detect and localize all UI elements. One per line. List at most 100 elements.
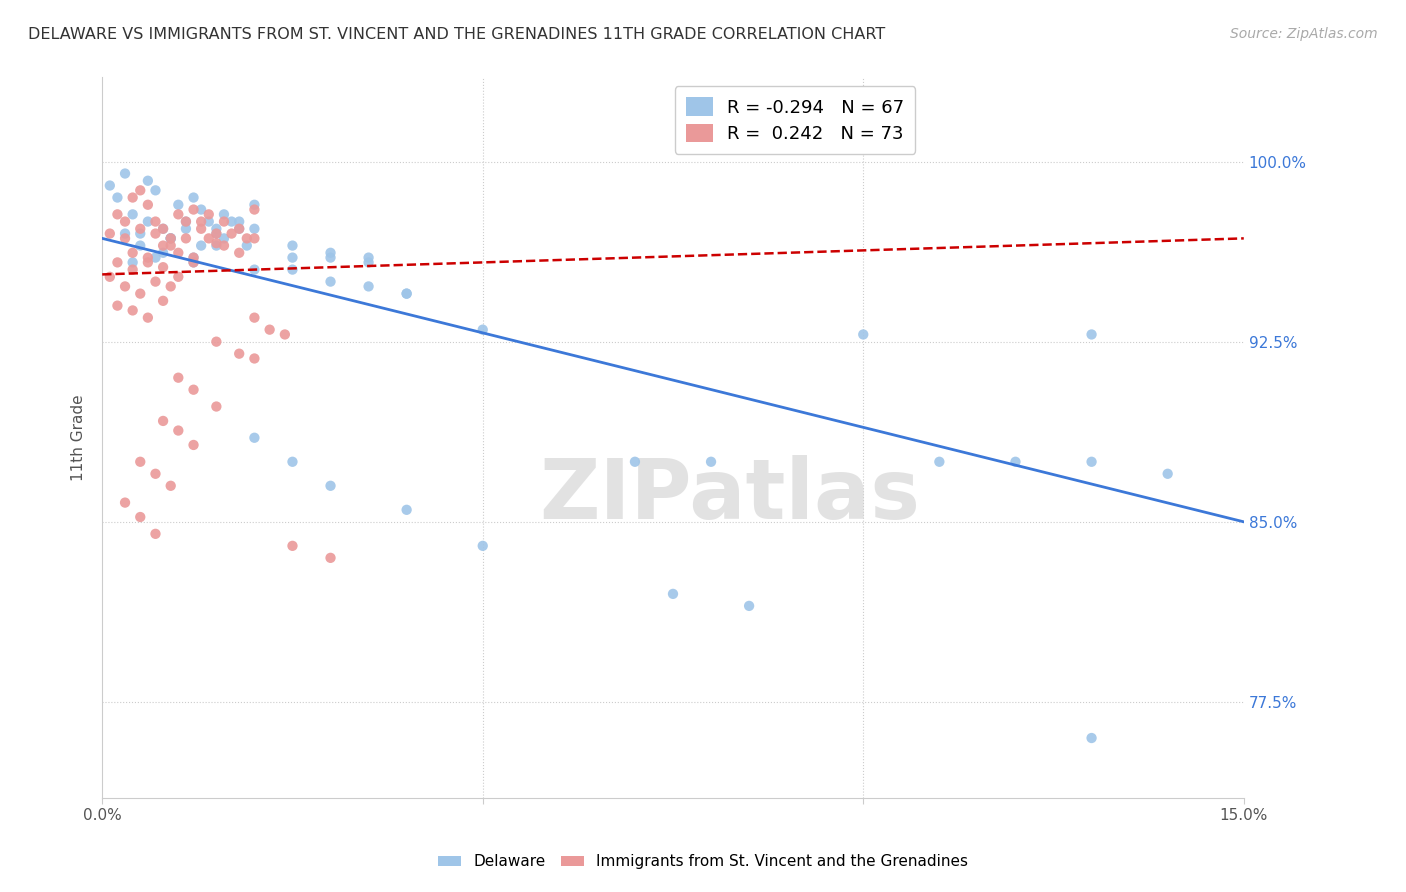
Point xyxy=(236,231,259,245)
Point xyxy=(281,238,304,252)
Point xyxy=(243,198,266,212)
Point xyxy=(228,221,250,235)
Point xyxy=(274,327,297,342)
Point xyxy=(136,310,159,325)
Point xyxy=(212,214,235,228)
Point xyxy=(205,227,228,241)
Point xyxy=(243,351,266,366)
Point xyxy=(159,479,181,493)
Point xyxy=(190,214,212,228)
Point xyxy=(159,231,181,245)
Point xyxy=(236,238,259,252)
Point xyxy=(159,231,181,245)
Text: ZIPatlas: ZIPatlas xyxy=(540,455,921,536)
Point xyxy=(98,178,121,193)
Text: DELAWARE VS IMMIGRANTS FROM ST. VINCENT AND THE GRENADINES 11TH GRADE CORRELATIO: DELAWARE VS IMMIGRANTS FROM ST. VINCENT … xyxy=(28,27,886,42)
Point xyxy=(243,231,266,245)
Point xyxy=(281,251,304,265)
Point xyxy=(1004,455,1026,469)
Point xyxy=(221,214,243,228)
Point xyxy=(167,370,190,384)
Point xyxy=(197,207,219,221)
Point xyxy=(243,262,266,277)
Point xyxy=(471,323,494,337)
Point xyxy=(114,214,136,228)
Point xyxy=(183,255,205,269)
Point xyxy=(183,383,205,397)
Point xyxy=(145,183,167,197)
Point xyxy=(281,539,304,553)
Point xyxy=(129,227,152,241)
Point xyxy=(174,231,197,245)
Point xyxy=(167,207,190,221)
Point xyxy=(159,231,181,245)
Point xyxy=(205,334,228,349)
Point xyxy=(197,214,219,228)
Point xyxy=(662,587,685,601)
Point xyxy=(212,238,235,252)
Point xyxy=(395,286,418,301)
Point xyxy=(471,539,494,553)
Point xyxy=(1080,731,1102,745)
Point xyxy=(121,303,143,318)
Point xyxy=(145,275,167,289)
Point xyxy=(167,245,190,260)
Point xyxy=(159,238,181,252)
Point xyxy=(1156,467,1178,481)
Point xyxy=(152,221,174,235)
Point xyxy=(205,238,228,252)
Point xyxy=(228,245,250,260)
Point xyxy=(136,198,159,212)
Point xyxy=(205,236,228,251)
Point xyxy=(395,286,418,301)
Point xyxy=(243,221,266,235)
Point xyxy=(114,279,136,293)
Point xyxy=(159,231,181,245)
Point xyxy=(228,214,250,228)
Point xyxy=(228,347,250,361)
Point xyxy=(152,221,174,235)
Point xyxy=(114,231,136,245)
Point xyxy=(357,279,380,293)
Point xyxy=(243,202,266,217)
Point xyxy=(114,495,136,509)
Point xyxy=(738,599,761,613)
Point xyxy=(243,431,266,445)
Point xyxy=(152,245,174,260)
Point xyxy=(1080,455,1102,469)
Point xyxy=(183,202,205,217)
Point xyxy=(319,479,342,493)
Point xyxy=(197,231,219,245)
Point xyxy=(183,255,205,269)
Point xyxy=(319,275,342,289)
Point xyxy=(190,238,212,252)
Point xyxy=(205,227,228,241)
Point xyxy=(114,167,136,181)
Point xyxy=(136,251,159,265)
Point xyxy=(145,526,167,541)
Point xyxy=(129,286,152,301)
Point xyxy=(167,424,190,438)
Point xyxy=(183,190,205,204)
Point xyxy=(190,221,212,235)
Point xyxy=(121,255,143,269)
Point xyxy=(145,251,167,265)
Point xyxy=(190,202,212,217)
Legend: R = -0.294   N = 67, R =  0.242   N = 73: R = -0.294 N = 67, R = 0.242 N = 73 xyxy=(675,87,915,154)
Point xyxy=(129,238,152,252)
Point xyxy=(357,255,380,269)
Point xyxy=(928,455,950,469)
Point xyxy=(357,251,380,265)
Point xyxy=(212,207,235,221)
Point xyxy=(395,503,418,517)
Point xyxy=(221,227,243,241)
Point xyxy=(107,190,129,204)
Point xyxy=(183,251,205,265)
Point xyxy=(121,262,143,277)
Point xyxy=(319,245,342,260)
Point xyxy=(145,214,167,228)
Point xyxy=(228,221,250,235)
Point xyxy=(205,400,228,414)
Point xyxy=(152,238,174,252)
Point xyxy=(129,183,152,197)
